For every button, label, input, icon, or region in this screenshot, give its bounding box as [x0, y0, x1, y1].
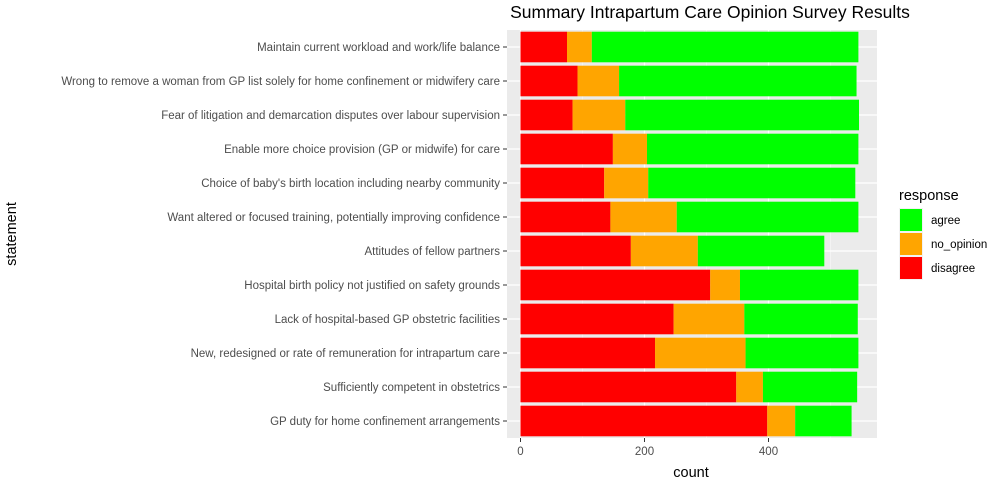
legend-swatch-agree	[900, 209, 922, 231]
legend-items: agree no_opinion disagree	[899, 208, 987, 280]
bar-segment-disagree	[520, 405, 768, 437]
bar-segment-agree	[739, 269, 859, 301]
bars	[520, 31, 860, 437]
x-axis-title: count	[673, 465, 708, 481]
bar-segment-no_opinion	[736, 371, 763, 403]
bar-segment-agree	[762, 371, 858, 403]
y-tick-label: New, redesigned or rate of remuneration …	[191, 348, 500, 360]
y-tick-label: Lack of hospital-based GP obstetric faci…	[275, 314, 501, 326]
bar-segment-disagree	[520, 133, 613, 165]
legend-label-no_opinion: no_opinion	[931, 239, 987, 251]
bar-segment-agree	[591, 31, 859, 63]
legend-swatch-no_opinion	[900, 233, 922, 255]
bar-segment-disagree	[520, 235, 631, 267]
legend: response agree no_opinion disagree	[899, 188, 987, 280]
bar-segment-no_opinion	[567, 31, 592, 63]
bar-segment-disagree	[520, 31, 567, 63]
legend-label-agree: agree	[931, 215, 960, 227]
bar-segment-disagree	[520, 371, 737, 403]
bar-segment-disagree	[520, 269, 711, 301]
bar-segment-disagree	[520, 337, 656, 369]
x-tick-label: 200	[635, 446, 654, 458]
chart-title: Summary Intrapartum Care Opinion Survey …	[510, 2, 910, 22]
bar-segment-no_opinion	[610, 201, 677, 233]
bar-segment-no_opinion	[604, 167, 649, 199]
bar-segment-no_opinion	[577, 65, 620, 97]
bar-segment-no_opinion	[612, 133, 647, 165]
y-tick-label: Choice of baby's birth location includin…	[201, 178, 500, 190]
y-tick-label: Hospital birth policy not justified on s…	[244, 280, 500, 292]
bar-segment-no_opinion	[710, 269, 740, 301]
legend-title: response	[899, 188, 959, 204]
bar-segment-agree	[619, 65, 857, 97]
bar-segment-disagree	[520, 201, 611, 233]
bar-segment-no_opinion	[673, 303, 745, 335]
bar-segment-no_opinion	[630, 235, 698, 267]
bar-segment-agree	[744, 303, 858, 335]
y-tick-label: Want altered or focused training, potent…	[167, 212, 500, 224]
y-tick-label: Maintain current workload and work/life …	[257, 42, 500, 54]
y-tick-label: Sufficiently competent in obstetrics	[323, 382, 500, 394]
bar-segment-disagree	[520, 303, 674, 335]
y-tick-label: Fear of litigation and demarcation dispu…	[161, 110, 500, 122]
y-axis-title: statement	[4, 202, 20, 266]
bar-segment-agree	[648, 167, 856, 199]
bar-segment-disagree	[520, 167, 605, 199]
bar-segment-agree	[625, 99, 860, 131]
y-axis: Maintain current workload and work/life …	[61, 42, 507, 428]
x-tick-label: 400	[759, 446, 778, 458]
bar-segment-disagree	[520, 99, 573, 131]
y-tick-label: GP duty for home confinement arrangement…	[270, 416, 500, 428]
bar-segment-agree	[697, 235, 825, 267]
y-tick-label: Enable more choice provision (GP or midw…	[224, 144, 500, 156]
y-tick-label: Wrong to remove a woman from GP list sol…	[61, 76, 500, 88]
x-axis: 0 200 400	[517, 438, 778, 458]
bar-segment-agree	[676, 201, 859, 233]
legend-label-disagree: disagree	[931, 263, 975, 275]
bar-segment-no_opinion	[655, 337, 746, 369]
plot-panel	[507, 30, 877, 438]
bar-segment-disagree	[520, 65, 578, 97]
legend-swatch-disagree	[900, 257, 922, 279]
bar-segment-agree	[795, 405, 852, 437]
bar-segment-no_opinion	[767, 405, 796, 437]
bar-segment-no_opinion	[572, 99, 626, 131]
y-tick-label: Attitudes of fellow partners	[364, 246, 500, 258]
bar-segment-agree	[646, 133, 859, 165]
x-tick-label: 0	[517, 446, 523, 458]
bar-segment-agree	[745, 337, 859, 369]
